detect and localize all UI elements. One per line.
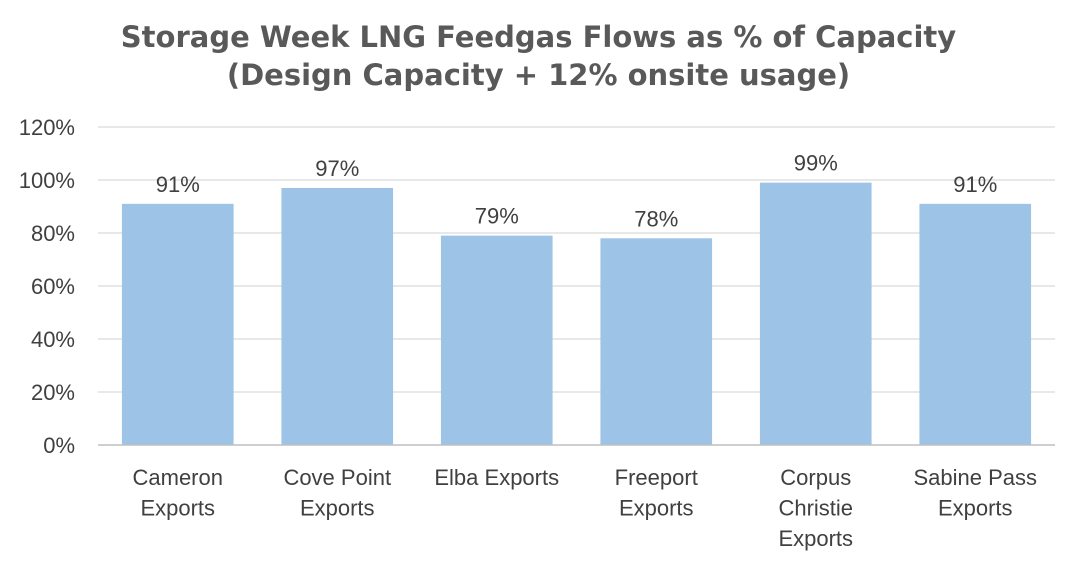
- y-tick-label: 20%: [31, 380, 75, 405]
- x-tick-label: Corpus Christie Exports: [778, 465, 853, 551]
- x-tick-label-line: Exports: [938, 496, 1013, 521]
- x-tick-label-line: Exports: [140, 496, 215, 521]
- x-tick-label-line: Exports: [619, 496, 694, 521]
- chart-title-line-2: (Design Capacity + 12% onsite usage): [226, 58, 851, 92]
- bar: [919, 203, 1032, 445]
- data-label: 79%: [475, 204, 519, 229]
- data-label: 99%: [794, 151, 838, 176]
- chart-title-line-1: Storage Week LNG Feedgas Flows as % of C…: [120, 20, 957, 54]
- bar: [759, 182, 872, 445]
- x-tick-label: Elba Exports: [434, 465, 559, 490]
- x-tick-label-line: Cove Point: [283, 465, 391, 490]
- x-tick-label-line: Freeport: [615, 465, 698, 490]
- y-tick-label: 80%: [31, 221, 75, 246]
- x-tick-label-line: Sabine Pass: [913, 465, 1037, 490]
- data-label: 91%: [156, 172, 200, 197]
- x-tick-label: Cameron Exports: [133, 465, 223, 521]
- bar: [281, 187, 394, 445]
- y-tick-label: 120%: [19, 115, 75, 140]
- y-tick-label: 40%: [31, 327, 75, 352]
- x-tick-label: Sabine Pass Exports: [913, 465, 1037, 521]
- bar: [600, 238, 713, 445]
- bar: [121, 203, 234, 445]
- data-label: 91%: [953, 172, 997, 197]
- chart-title: Storage Week LNG Feedgas Flows as % of C…: [0, 18, 1077, 94]
- y-tick-label: 0%: [43, 433, 75, 458]
- x-tick-label-line: Exports: [778, 526, 853, 551]
- y-tick-label: 60%: [31, 274, 75, 299]
- x-tick-label-line: Corpus: [780, 465, 851, 490]
- data-label: 78%: [634, 206, 678, 231]
- bar: [440, 235, 553, 445]
- y-tick-label: 100%: [19, 168, 75, 193]
- x-tick-label-line: Cameron: [133, 465, 223, 490]
- x-tick-label: Freeport Exports: [615, 465, 698, 521]
- x-tick-label-line: Exports: [300, 496, 375, 521]
- data-label: 97%: [315, 156, 359, 181]
- x-tick-label-line: Elba Exports: [434, 465, 559, 490]
- x-tick-label: Cove Point Exports: [283, 465, 391, 521]
- x-tick-label-line: Christie: [778, 496, 853, 521]
